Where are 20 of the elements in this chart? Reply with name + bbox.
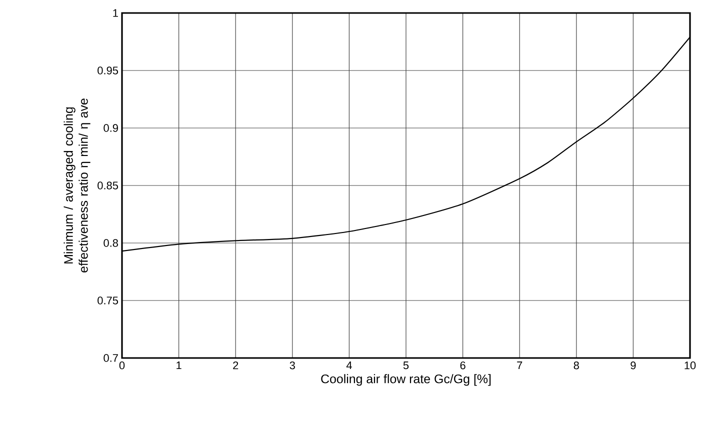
x-tick-label: 10 xyxy=(684,362,696,370)
x-tick-label: 1 xyxy=(176,362,182,370)
x-tick-label: 6 xyxy=(460,362,466,370)
x-tick-label: 0 xyxy=(119,362,125,370)
y-tick-label: 0.95 xyxy=(98,66,118,74)
x-tick-label: 7 xyxy=(517,362,522,370)
y-axis-title: Minimum / averaged cooling effectiveness ratio η min/ η ave xyxy=(64,98,90,272)
x-tick-label: 5 xyxy=(403,362,409,370)
x-tick-label: 9 xyxy=(630,362,636,370)
x-tick-label: 8 xyxy=(574,362,579,370)
y-tick-label: 0.9 xyxy=(104,124,118,132)
y-tick-label: 0.8 xyxy=(104,239,118,247)
x-axis-title: Cooling air flow rate Gc/Gg [%] xyxy=(321,374,491,386)
y-tick-label: 0.7 xyxy=(104,354,118,362)
x-tick-label: 2 xyxy=(233,362,238,370)
x-tick-label: 3 xyxy=(290,362,295,370)
x-tick-label: 4 xyxy=(346,362,352,370)
y-tick-label: 0.75 xyxy=(98,296,118,304)
y-tick-label: 1 xyxy=(113,9,118,17)
y-tick-label: 0.85 xyxy=(98,182,118,190)
